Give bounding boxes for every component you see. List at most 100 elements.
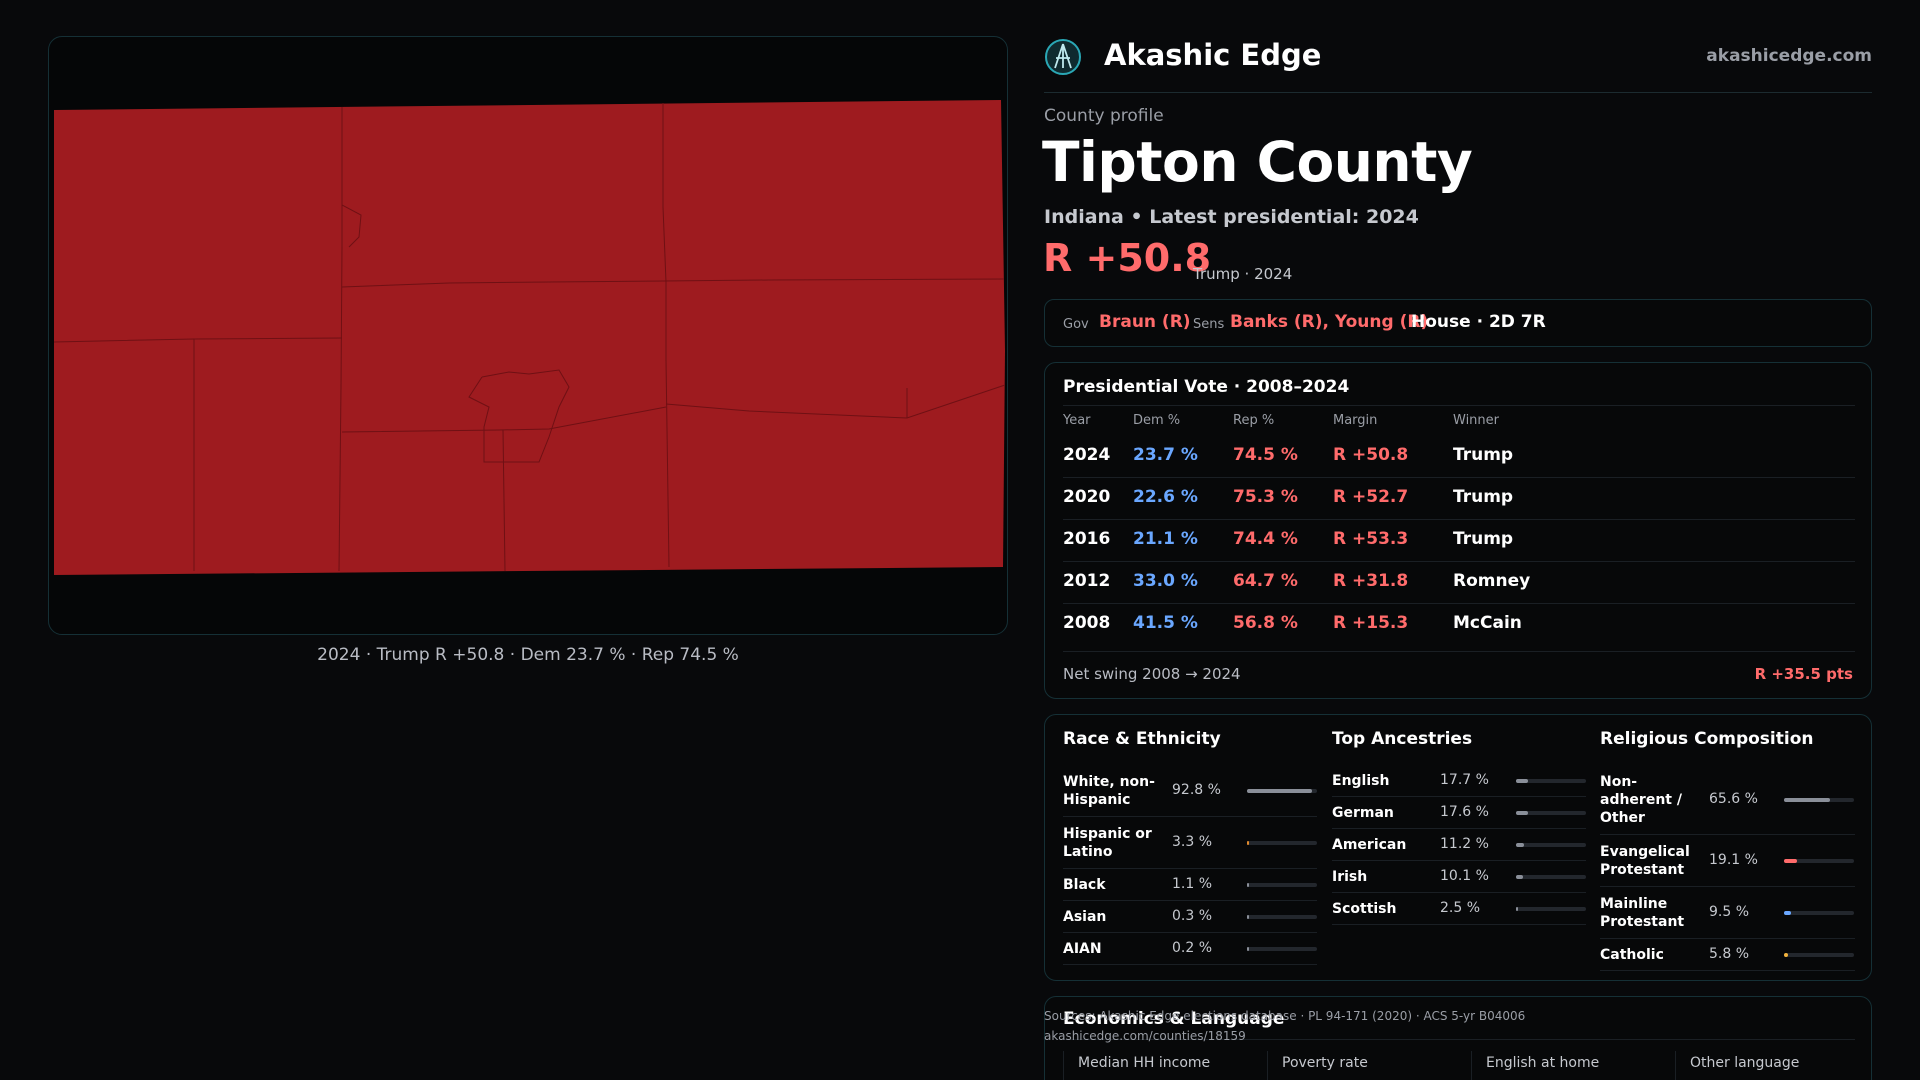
latest-margin-note: Trump · 2024 [1193, 265, 1293, 283]
net-swing-label: Net swing 2008 → 2024 [1063, 665, 1241, 683]
list-item: Black 1.1 % [1063, 869, 1317, 901]
percent-bar-fill [1247, 883, 1249, 887]
percent-bar-fill [1247, 915, 1249, 919]
item-label: Hispanic or Latino [1063, 826, 1152, 860]
cell-rep: 56.8 % [1233, 613, 1298, 633]
percent-bar [1247, 841, 1317, 845]
list-item: Hispanic or Latino 3.3 % [1063, 817, 1317, 869]
item-value: 17.7 % [1440, 772, 1489, 788]
akashic-logo-icon[interactable] [1044, 38, 1082, 76]
item-label: Evangelical Protestant [1600, 844, 1690, 878]
page-title: Tipton County [1042, 130, 1473, 194]
item-value: 92.8 % [1172, 782, 1221, 798]
percent-bar [1247, 789, 1317, 793]
county-map[interactable] [48, 36, 1008, 635]
list-item: Mainline Protestant 9.5 % [1600, 887, 1855, 939]
presidential-vote-card: Presidential Vote · 2008–2024 Year Dem %… [1044, 362, 1872, 699]
divider [1471, 1051, 1472, 1080]
brand-name[interactable]: Akashic Edge [1104, 38, 1322, 72]
list-item: Evangelical Protestant 19.1 % [1600, 835, 1855, 887]
percent-bar [1516, 811, 1586, 815]
governor: Braun (R) [1099, 312, 1191, 332]
col-header-winner: Winner [1453, 413, 1500, 428]
item-value: 5.8 % [1709, 946, 1750, 962]
race-title: Race & Ethnicity [1063, 729, 1221, 749]
percent-bar-fill [1784, 859, 1798, 863]
cell-year: 2024 [1063, 445, 1111, 465]
percent-bar [1516, 843, 1586, 847]
percent-bar-fill [1516, 875, 1524, 879]
item-value: 11.2 % [1440, 836, 1489, 852]
percent-bar-fill [1784, 953, 1789, 957]
sources-note: Sources: Akashic Edge elections database… [1044, 1006, 1525, 1046]
list-item: English 17.7 % [1332, 765, 1586, 797]
percent-bar [1247, 883, 1317, 887]
list-item: White, non-Hispanic 92.8 % [1063, 765, 1317, 817]
item-label: German [1332, 805, 1394, 821]
item-label: American [1332, 837, 1407, 853]
religion-title: Religious Composition [1600, 729, 1814, 749]
col-header-year: Year [1063, 413, 1091, 428]
item-value: 0.3 % [1172, 908, 1213, 924]
item-label: Asian [1063, 909, 1107, 925]
list-item: German 17.6 % [1332, 797, 1586, 829]
percent-bar-fill [1516, 907, 1518, 911]
divider [1063, 561, 1855, 562]
county-shape[interactable] [54, 100, 1005, 575]
other-language-label: Other language [1690, 1055, 1800, 1071]
list-item: American 11.2 % [1332, 829, 1586, 861]
cell-winner: Trump [1453, 445, 1514, 465]
divider [1063, 519, 1855, 520]
item-label: Mainline Protestant [1600, 896, 1685, 930]
cell-margin: R +52.7 [1333, 487, 1409, 507]
presidential-title: Presidential Vote · 2008–2024 [1063, 377, 1350, 397]
percent-bar [1784, 911, 1854, 915]
divider [1063, 603, 1855, 604]
cell-rep: 75.3 % [1233, 487, 1298, 507]
percent-bar-fill [1784, 798, 1830, 802]
item-label: Irish [1332, 869, 1368, 885]
cell-year: 2020 [1063, 487, 1111, 507]
cell-winner: Romney [1453, 571, 1531, 591]
county-map-svg[interactable] [49, 37, 1008, 635]
cell-rep: 64.7 % [1233, 571, 1298, 591]
col-header-rep: Rep % [1233, 413, 1275, 428]
item-value: 0.2 % [1172, 940, 1213, 956]
net-swing-value: R +35.5 pts [1754, 665, 1853, 683]
item-value: 65.6 % [1709, 791, 1758, 807]
percent-bar-fill [1784, 911, 1791, 915]
list-item: Irish 10.1 % [1332, 861, 1586, 893]
percent-bar [1516, 875, 1586, 879]
cell-dem: 21.1 % [1133, 529, 1198, 549]
site-url[interactable]: akashicedge.com [1706, 46, 1872, 66]
house-delegation: House · 2D 7R [1411, 312, 1546, 332]
english-at-home-label: English at home [1486, 1055, 1600, 1071]
map-caption: 2024 · Trump R +50.8 · Dem 23.7 % · Rep … [317, 645, 739, 665]
cell-dem: 22.6 % [1133, 487, 1198, 507]
percent-bar [1516, 907, 1586, 911]
percent-bar [1784, 953, 1854, 957]
latest-margin: R +50.8 [1043, 236, 1212, 280]
divider [1063, 1051, 1064, 1080]
list-item: Asian 0.3 % [1063, 901, 1317, 933]
col-header-margin: Margin [1333, 413, 1378, 428]
poverty-rate-label: Poverty rate [1282, 1055, 1368, 1071]
cell-margin: R +31.8 [1333, 571, 1409, 591]
state-subline: Indiana • Latest presidential: 2024 [1044, 206, 1419, 228]
item-label: English [1332, 773, 1390, 789]
cell-winner: McCain [1453, 613, 1522, 633]
item-label: Non-adherent / Other [1600, 774, 1682, 826]
cell-margin: R +50.8 [1333, 445, 1409, 465]
sources-link[interactable]: akashicedge.com/counties/18159 [1044, 1029, 1246, 1043]
cell-rep: 74.4 % [1233, 529, 1298, 549]
item-value: 2.5 % [1440, 900, 1481, 916]
item-label: Black [1063, 877, 1106, 893]
percent-bar-fill [1516, 811, 1529, 815]
item-label: Scottish [1332, 901, 1397, 917]
site-header: Akashic Edge akashicedge.com [1044, 36, 1872, 93]
cell-margin: R +53.3 [1333, 529, 1409, 549]
economics-card: Economics & Language Median HH income Po… [1044, 996, 1872, 1080]
item-value: 19.1 % [1709, 852, 1758, 868]
divider [1063, 477, 1855, 478]
list-item: Catholic 5.8 % [1600, 939, 1855, 971]
